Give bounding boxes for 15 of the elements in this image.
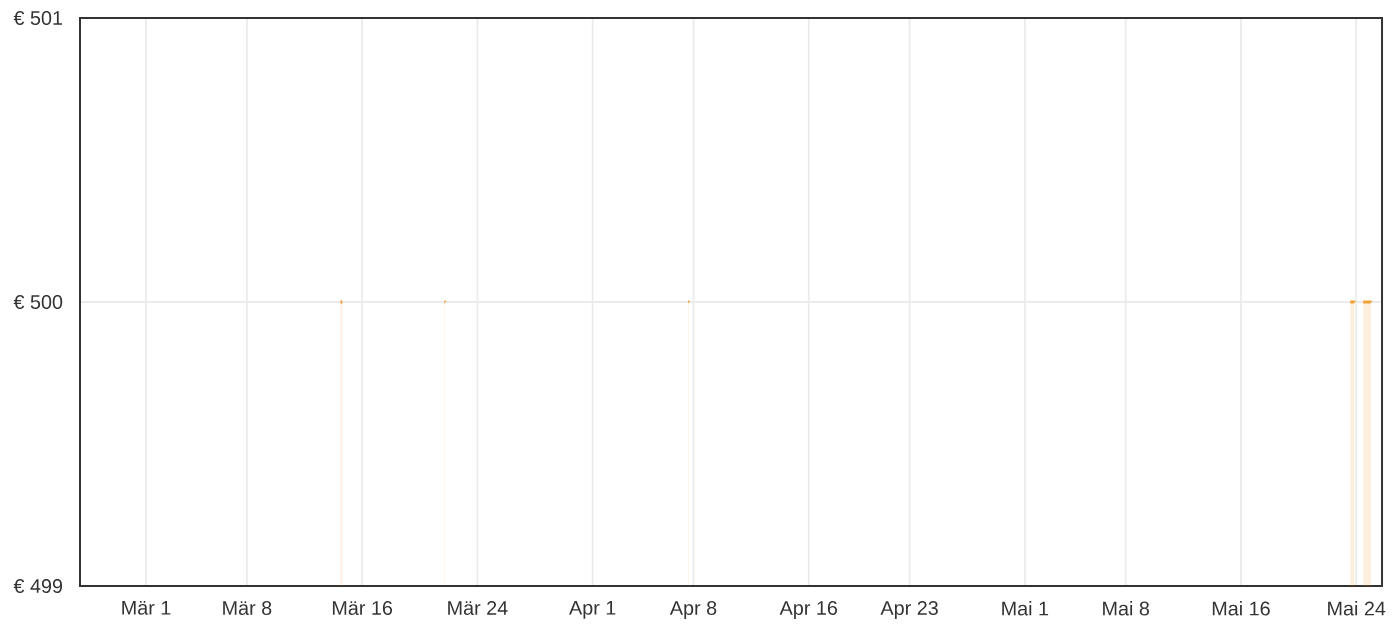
x-tick-label: Mai 16 — [1212, 601, 1270, 616]
x-tick-label: Mär 24 — [448, 600, 508, 616]
x-tick-label: Mai 1 — [1002, 601, 1049, 616]
y-tick-label: € 501 — [13, 10, 63, 25]
x-tick-label: Mär 8 — [223, 600, 272, 616]
x-tick-label: Apr 16 — [779, 600, 838, 619]
x-tick-label: Mai 24 — [1328, 601, 1386, 616]
y-tick-label: € 499 — [13, 578, 63, 593]
x-tick-label: Mai 8 — [1103, 601, 1150, 616]
x-tick-label: Apr 8 — [669, 600, 717, 619]
y-tick-label: € 500 — [13, 294, 63, 309]
x-tick-label: Apr 23 — [880, 600, 938, 619]
x-tick-label: Apr 1 — [569, 600, 616, 619]
x-tick-label: Mär 1 — [122, 600, 171, 615]
x-tick-label: Mär 16 — [332, 600, 393, 616]
